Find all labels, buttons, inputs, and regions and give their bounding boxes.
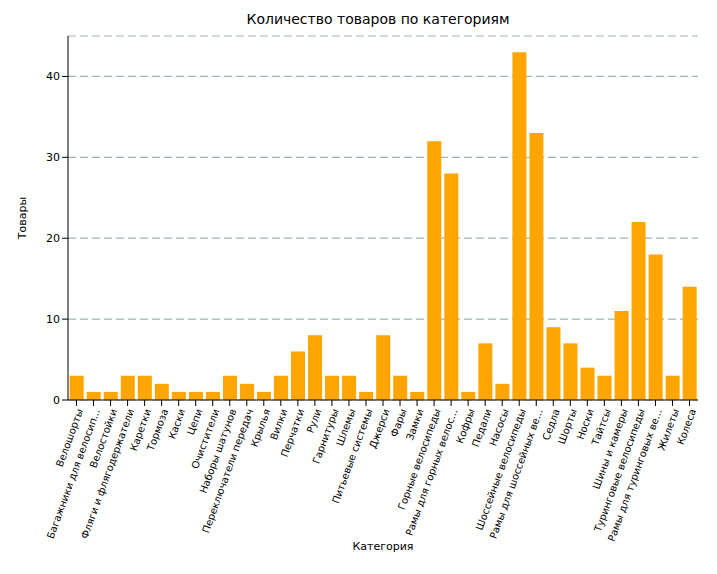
svg-text:Рамы для шоссейных ве...: Рамы для шоссейных ве... (487, 407, 544, 540)
svg-text:Перчатки: Перчатки (279, 407, 307, 458)
svg-text:Тайтсы: Тайтсы (589, 407, 613, 447)
svg-text:Джерси: Джерси (367, 407, 391, 450)
svg-text:Фляги и флягодержатели: Фляги и флягодержатели (79, 407, 136, 540)
svg-text:Туринговые велосипеды: Туринговые велосипеды (592, 407, 647, 534)
svg-text:Насосы: Насосы (487, 407, 511, 448)
svg-text:Гарнитуры: Гарнитуры (310, 407, 341, 466)
svg-text:Педали: Педали (469, 407, 494, 449)
svg-text:Колеса: Колеса (675, 407, 698, 446)
svg-text:Каретки: Каретки (127, 407, 154, 453)
svg-text:10: 10 (46, 313, 60, 326)
svg-text:Багажники для велосип...: Багажники для велосип... (44, 407, 103, 541)
svg-text:20: 20 (46, 232, 60, 245)
svg-text:Фары: Фары (388, 407, 409, 439)
svg-text:Рамы для туринговых ве...: Рамы для туринговых ве... (606, 407, 664, 543)
svg-text:Горные велосипеды: Горные велосипеды (395, 407, 443, 512)
svg-text:Шлемы: Шлемы (333, 407, 358, 448)
svg-text:40: 40 (46, 70, 60, 83)
html-text:Количество товаров по категори: Количество товаров по категориям (246, 11, 510, 27)
svg-text:Шоссейные велосипеды: Шоссейные велосипеды (473, 407, 528, 532)
svg-text:Шины и камеры: Шины и камеры (590, 407, 630, 491)
svg-text:30: 30 (46, 151, 60, 164)
svg-text:Крылья: Крылья (248, 407, 272, 448)
svg-text:Очистители: Очистители (189, 407, 222, 471)
svg-text:Седла: Седла (540, 407, 562, 442)
svg-text:Наборы шатунов: Наборы шатунов (197, 407, 239, 495)
svg-text:Каски: Каски (166, 407, 187, 440)
svg-text:Кофры: Кофры (454, 407, 477, 445)
svg-text:Замки: Замки (404, 407, 426, 442)
svg-text:0: 0 (53, 394, 60, 407)
svg-text:Носки: Носки (574, 407, 596, 441)
svg-text:Категория: Категория (353, 540, 414, 553)
svg-text:Рули: Рули (305, 407, 324, 434)
svg-text:Тормоза: Тормоза (145, 407, 171, 453)
svg-text:Товары: Товары (16, 197, 29, 240)
svg-text:Вилки: Вилки (268, 407, 290, 442)
svg-text:Велошорты: Велошорты (53, 407, 86, 469)
svg-text:Питьевые системы: Питьевые системы (330, 407, 375, 505)
svg-text:Велостойки: Велостойки (87, 407, 120, 470)
svg-text:Цепи: Цепи (184, 407, 205, 437)
svg-text:Жилеты: Жилеты (656, 407, 681, 452)
svg-text:Переключатели передач: Переключатели передач (200, 407, 255, 534)
svg-text:Шорты: Шорты (556, 407, 579, 445)
svg-text:Рамы для горных велос...: Рамы для горных велос... (403, 407, 459, 537)
